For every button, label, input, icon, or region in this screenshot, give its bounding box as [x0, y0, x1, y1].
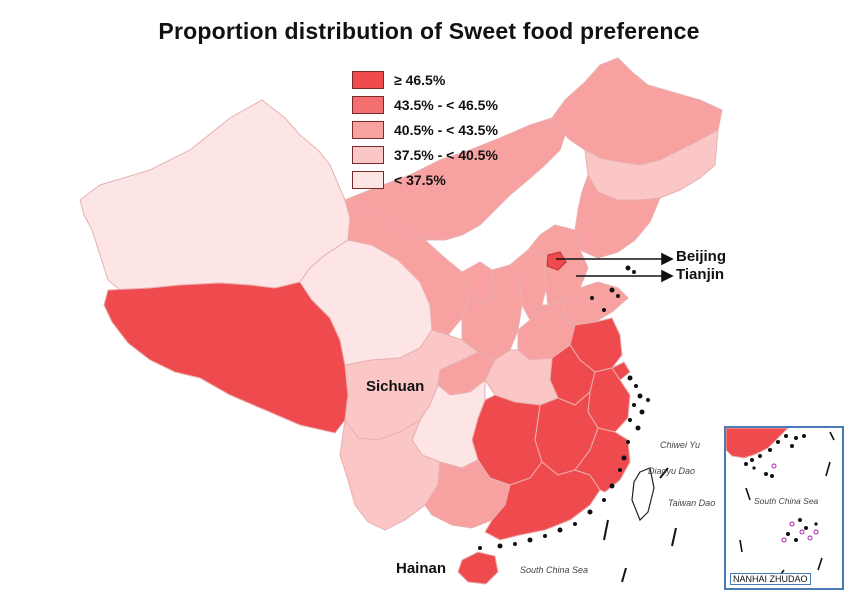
- region-taiwan: [631, 467, 655, 522]
- legend-swatch: [352, 96, 384, 114]
- nanhai-inset-map: South China Sea: [724, 426, 844, 590]
- legend-swatch: [352, 121, 384, 139]
- legend-item: 37.5% - < 40.5%: [352, 143, 498, 167]
- legend-label: ≥ 46.5%: [394, 72, 446, 88]
- legend-label: 43.5% - < 46.5%: [394, 97, 498, 113]
- sichuan-label: Sichuan: [366, 378, 425, 395]
- region-hubei: [484, 349, 559, 406]
- inset-svg: South China Sea: [726, 428, 835, 579]
- region-inner-mongolia: [343, 117, 566, 241]
- callout-arrows: [556, 252, 674, 283]
- region-fujian: [574, 427, 631, 493]
- nanhai-zhudao-label: NANHAI ZHUDAO: [730, 573, 811, 585]
- legend-item: < 37.5%: [352, 168, 498, 192]
- south-china-sea-label: South China Sea: [520, 565, 589, 575]
- legend-swatch: [352, 171, 384, 189]
- legend-item: ≥ 46.5%: [352, 68, 498, 92]
- legend-swatch: [352, 146, 384, 164]
- legend-swatch: [352, 71, 384, 89]
- region-xinjiang: [79, 99, 351, 291]
- region-tibet: [103, 281, 349, 434]
- legend-item: 43.5% - < 46.5%: [352, 93, 498, 117]
- legend-item: 40.5% - < 43.5%: [352, 118, 498, 142]
- beijing-label: Beijing: [676, 248, 727, 265]
- region-hainan: [457, 551, 499, 585]
- coastal-islands: [478, 265, 650, 550]
- diaoyu-dao-label: Diaoyu Dao: [648, 466, 696, 476]
- map-title: Proportion distribution of Sweet food pr…: [158, 18, 700, 44]
- legend-label: < 37.5%: [394, 172, 446, 188]
- inset-south-china-sea-label: South China Sea: [754, 496, 819, 506]
- region-liaoning: [574, 173, 661, 259]
- tianjin-label: Tianjin: [676, 266, 725, 283]
- legend-label: 40.5% - < 43.5%: [394, 122, 498, 138]
- legend-label: 37.5% - < 40.5%: [394, 147, 498, 163]
- taiwan-dao-label: Taiwan Dao: [668, 498, 716, 508]
- legend: ≥ 46.5% 43.5% - < 46.5% 40.5% - < 43.5% …: [352, 68, 498, 193]
- chiwei-yu-label: Chiwei Yu: [660, 440, 701, 450]
- sea-boundary-dashes: [603, 467, 677, 583]
- region-beijing: [546, 251, 567, 271]
- hainan-label: Hainan: [396, 560, 447, 577]
- region-guangdong: [484, 461, 601, 541]
